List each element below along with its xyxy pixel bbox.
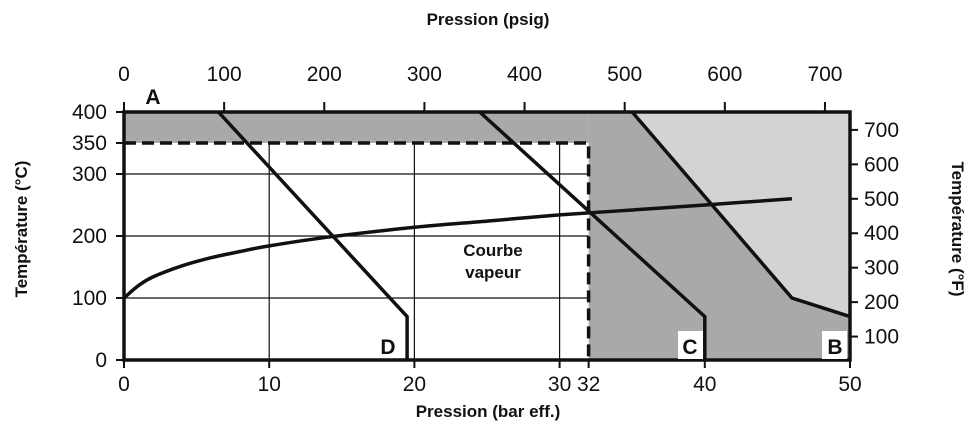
region-label-c: C [682,336,697,359]
x-top-tick-label: 600 [707,63,742,86]
steam-curve-label-line1: Courbe [463,241,523,260]
line-c [478,110,707,360]
x-bottom-tick-label: 50 [838,373,861,396]
grid-lines [124,143,589,360]
y-right-tick-label: 300 [864,257,899,280]
region-label-b: B [827,336,842,359]
x-bottom-tick-label: 20 [403,373,426,396]
y-right-tick-label: 600 [864,153,899,176]
label-c-box [678,331,703,359]
x-bottom-tick-label: 40 [693,373,716,396]
steam-curve-label-line2: vapeur [465,263,521,282]
x-axis-bottom-title: Pression (bar eff.) [416,402,561,421]
x-top-tick-label: 100 [207,63,242,86]
x-bottom-tick-label: 32 [577,373,600,396]
y-axis-left-title: Température (°C) [12,161,31,298]
region-label-a: A [145,86,160,109]
x-bottom-tick-label: 30 [548,373,571,396]
x-bottom-tick-label: 10 [258,373,281,396]
y-right-tick-label: 400 [864,222,899,245]
y-left-tick-label: 400 [72,101,107,124]
label-b-box [822,331,847,359]
x-top-tick-label: 200 [307,63,342,86]
y-right-tick-label: 700 [864,119,899,142]
y-left-tick-label: 350 [72,132,107,155]
y-right-tick-label: 200 [864,291,899,314]
x-bottom-tick-label: 0 [118,373,130,396]
y-left-tick-label: 300 [72,163,107,186]
line-b [630,110,851,319]
x-top-tick-label: 0 [118,63,130,86]
x-axis-top-title: Pression (psig) [427,10,550,29]
y-right-tick-label: 100 [864,326,899,349]
x-top-tick-label: 400 [507,63,542,86]
y-left-tick-label: 0 [95,349,107,372]
line-d [217,110,409,360]
x-top-tick-label: 500 [607,63,642,86]
region-b-light-fill [632,112,850,317]
y-left-tick-label: 100 [72,287,107,310]
region-d-white-fill [124,143,589,360]
x-top-tick-label: 700 [807,63,842,86]
region-a-band-fill [124,112,589,143]
axis-ticks: 0 10 20 30 32 40 500 100 200 300 400 500 600 70001002… [72,63,899,396]
x-top-tick-label: 300 [407,63,442,86]
region-label-d: D [380,336,395,359]
y-axis-right-title: Température (°F) [948,162,967,297]
steam-curve [122,197,793,300]
y-right-tick-label: 500 [864,188,899,211]
limit-dashed-line [124,141,591,360]
region-c-dark-fill [588,112,850,360]
y-left-tick-label: 200 [72,225,107,248]
